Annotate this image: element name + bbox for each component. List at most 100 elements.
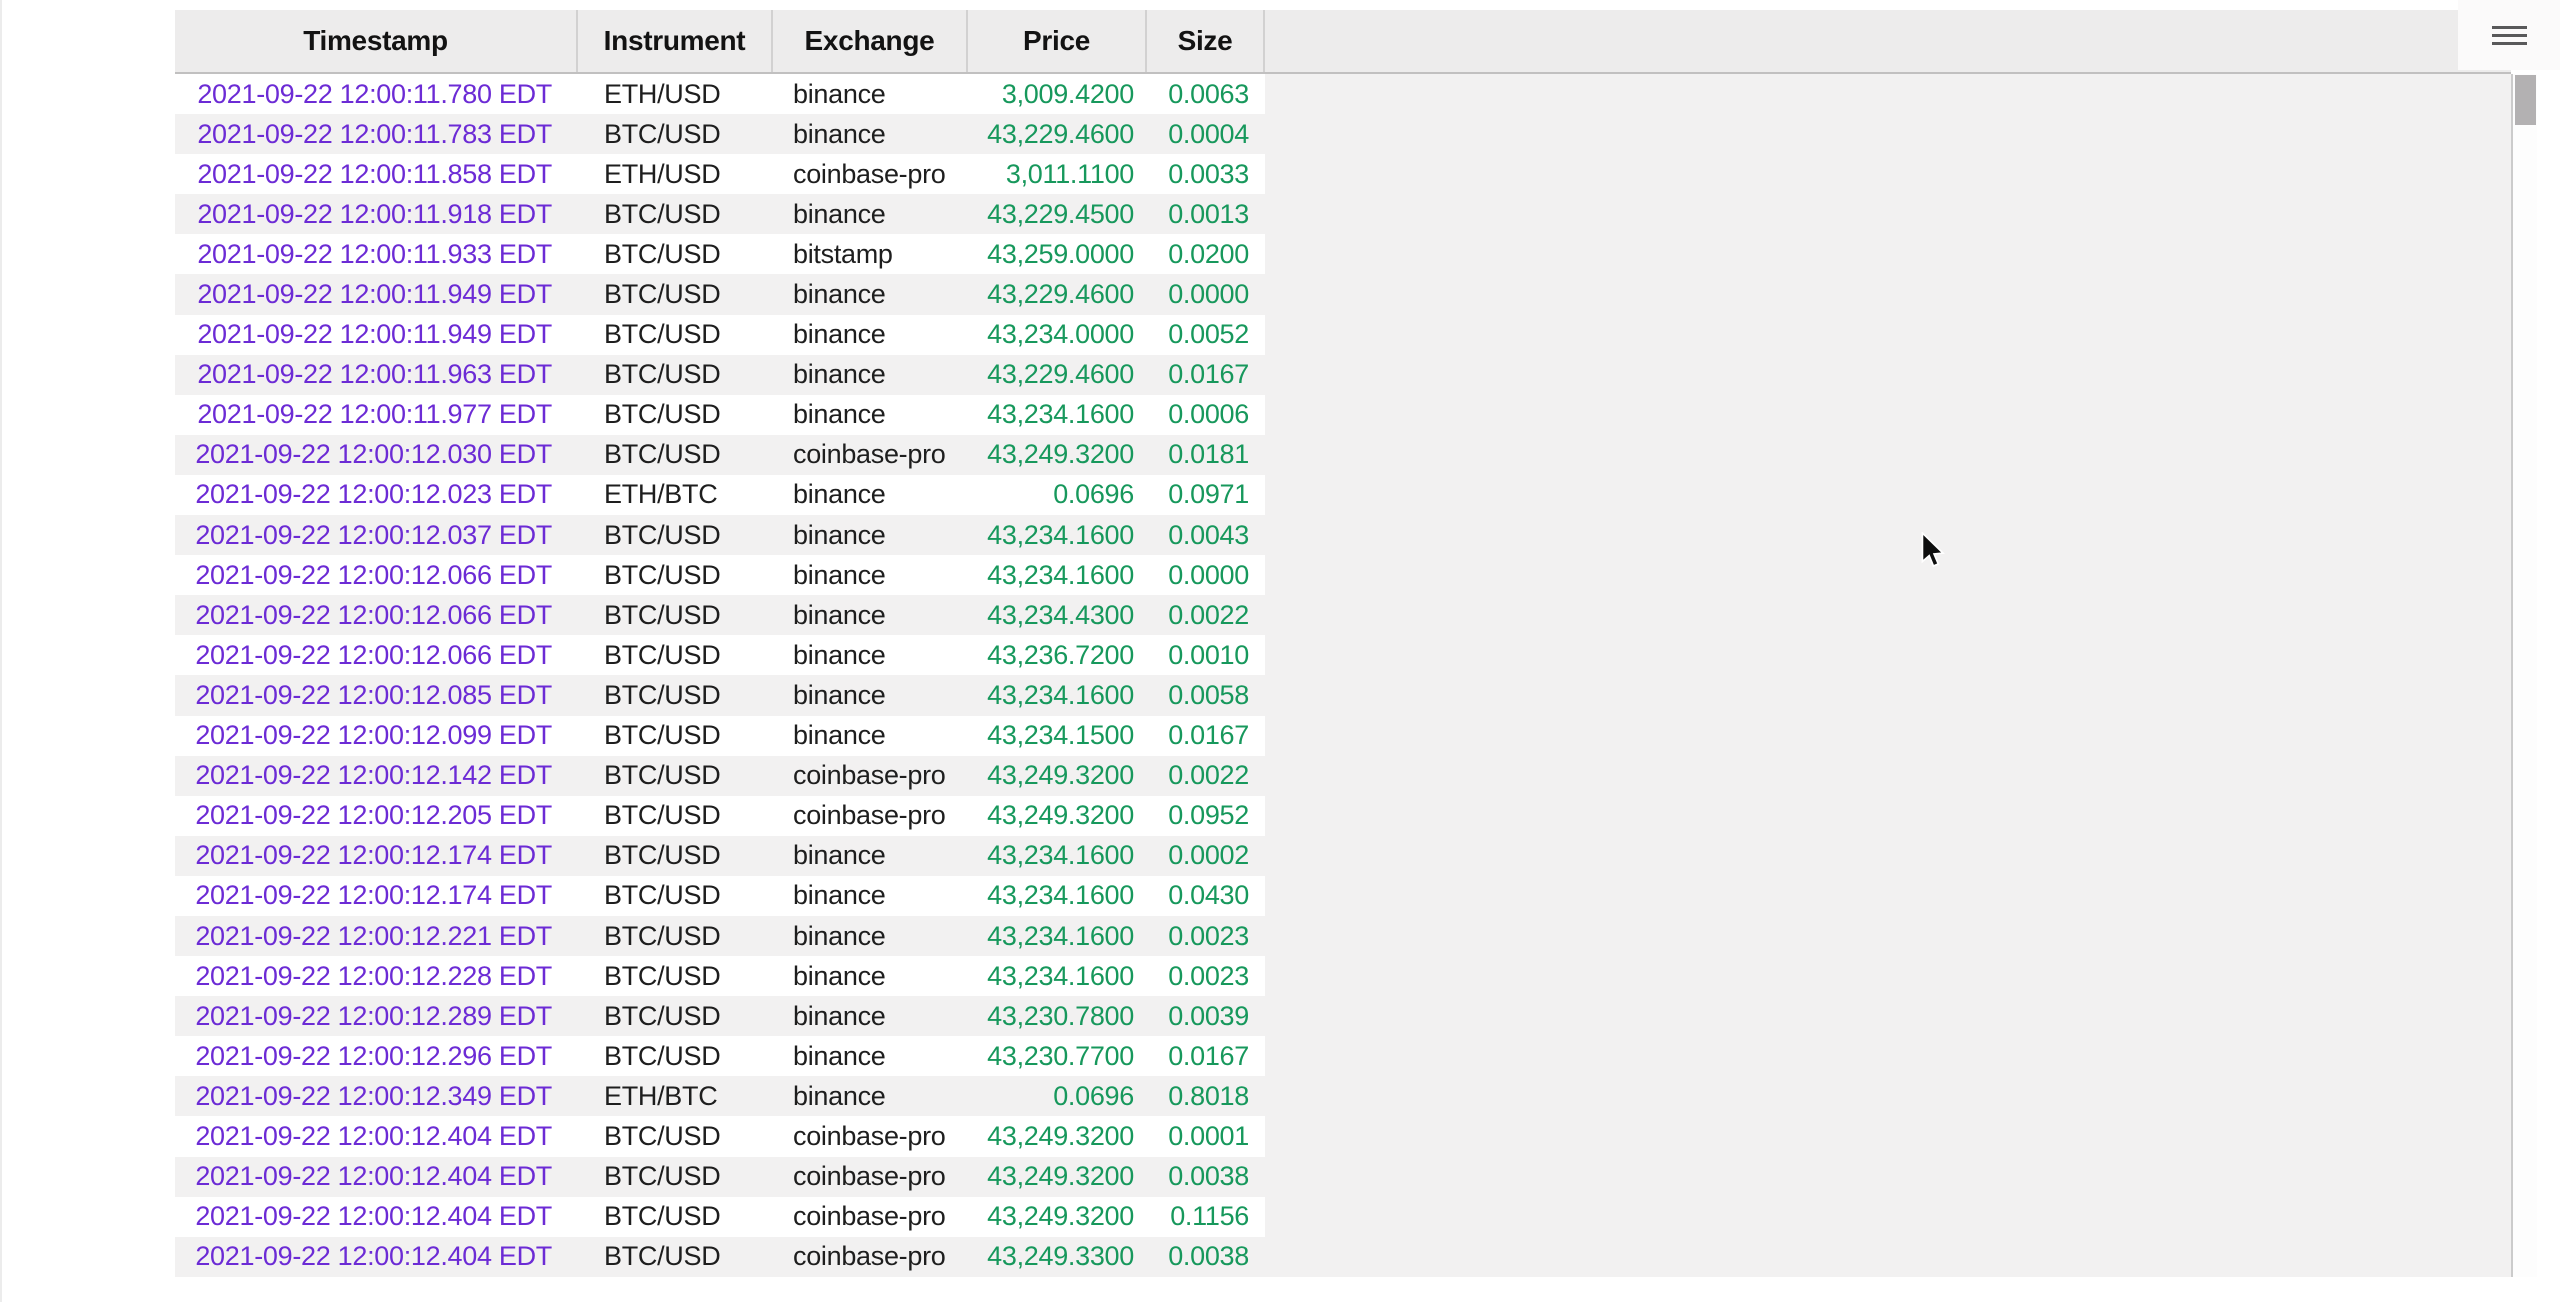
- cell-price: 43,249.3200: [987, 1201, 1134, 1232]
- cell-exchange: binance: [793, 840, 886, 871]
- cell-size: 0.0004: [1168, 118, 1249, 149]
- cell-instrument: BTC/USD: [604, 800, 721, 831]
- cell-price: 0.0696: [1053, 1080, 1134, 1111]
- cell-size: 0.0002: [1168, 840, 1249, 871]
- column-header-exchange[interactable]: Exchange: [773, 10, 968, 72]
- cell-instrument: BTC/USD: [604, 279, 721, 310]
- cell-timestamp: 2021-09-22 12:00:12.142 EDT: [195, 760, 552, 791]
- cell-price: 43,234.1600: [987, 920, 1134, 951]
- table-row: 2021-09-22 12:00:11.949 EDT BTC/USD binanc…: [175, 314, 1265, 355]
- cell-timestamp: 2021-09-22 12:00:11.783 EDT: [197, 118, 552, 149]
- cell-timestamp: 2021-09-22 12:00:11.977 EDT: [197, 399, 552, 430]
- cell-timestamp: 2021-09-22 12:00:12.349 EDT: [195, 1080, 552, 1111]
- cell-exchange: coinbase-pro: [793, 1241, 946, 1272]
- cell-instrument: BTC/USD: [604, 679, 721, 710]
- cell-timestamp: 2021-09-22 12:00:12.085 EDT: [195, 679, 552, 710]
- cell-price: 43,234.1600: [987, 840, 1134, 871]
- table-row: 2021-09-22 12:00:12.023 EDT ETH/BTC binanc…: [175, 474, 1265, 516]
- cell-price: 43,234.1600: [987, 880, 1134, 911]
- cell-price: 43,234.1600: [987, 519, 1134, 550]
- cell-price: 0.0696: [1053, 479, 1134, 510]
- table-row: 2021-09-22 12:00:11.949 EDT BTC/USD binanc…: [175, 274, 1265, 315]
- cell-instrument: BTC/USD: [604, 198, 721, 229]
- table-row: 2021-09-22 12:00:12.174 EDT BTC/USD binanc…: [175, 835, 1265, 876]
- cell-exchange: coinbase-pro: [793, 439, 946, 470]
- cell-instrument: BTC/USD: [604, 1000, 721, 1031]
- cell-timestamp: 2021-09-22 12:00:12.037 EDT: [195, 519, 552, 550]
- cell-exchange: coinbase-pro: [793, 1201, 946, 1232]
- table-row: 2021-09-22 12:00:11.783 EDT BTC/USD binanc…: [175, 114, 1265, 155]
- menu-button[interactable]: [2458, 0, 2560, 70]
- cell-timestamp: 2021-09-22 12:00:12.030 EDT: [195, 439, 552, 470]
- header-row: Timestamp Instrument Exchange Price Size: [175, 10, 2511, 74]
- cell-exchange: binance: [793, 359, 886, 390]
- cell-instrument: BTC/USD: [604, 840, 721, 871]
- cell-exchange: binance: [793, 479, 886, 510]
- cell-size: 0.0167: [1168, 359, 1249, 390]
- cell-instrument: BTC/USD: [604, 1120, 721, 1151]
- cell-instrument: ETH/BTC: [604, 1080, 718, 1111]
- table-row: 2021-09-22 12:00:12.296 EDT BTC/USD binanc…: [175, 1036, 1265, 1077]
- cell-timestamp: 2021-09-22 12:00:12.404 EDT: [195, 1120, 552, 1151]
- table-row: 2021-09-22 12:00:12.066 EDT BTC/USD binanc…: [175, 555, 1265, 596]
- cell-instrument: BTC/USD: [604, 960, 721, 991]
- vertical-scrollbar[interactable]: [2511, 74, 2537, 1277]
- cell-size: 0.0952: [1168, 800, 1249, 831]
- cell-size: 0.0052: [1168, 319, 1249, 350]
- cell-price: 43,229.4500: [987, 198, 1134, 229]
- cell-size: 0.0167: [1168, 720, 1249, 751]
- column-header-size[interactable]: Size: [1147, 10, 1265, 72]
- cell-timestamp: 2021-09-22 12:00:12.205 EDT: [195, 800, 552, 831]
- cell-timestamp: 2021-09-22 12:00:11.780 EDT: [197, 78, 552, 109]
- cell-price: 43,229.4600: [987, 118, 1134, 149]
- table-row: 2021-09-22 12:00:12.404 EDT BTC/USD coinba…: [175, 1236, 1265, 1277]
- cell-instrument: BTC/USD: [604, 1040, 721, 1071]
- cell-size: 0.0001: [1168, 1120, 1249, 1151]
- cell-timestamp: 2021-09-22 12:00:12.228 EDT: [195, 960, 552, 991]
- cell-timestamp: 2021-09-22 12:00:12.066 EDT: [195, 639, 552, 670]
- cell-size: 0.0006: [1168, 399, 1249, 430]
- cell-timestamp: 2021-09-22 12:00:12.066 EDT: [195, 599, 552, 630]
- column-header-timestamp[interactable]: Timestamp: [175, 10, 578, 72]
- cell-size: 0.8018: [1168, 1080, 1249, 1111]
- table-row: 2021-09-22 12:00:12.289 EDT BTC/USD binanc…: [175, 996, 1265, 1037]
- column-header-price[interactable]: Price: [968, 10, 1147, 72]
- column-header-instrument[interactable]: Instrument: [578, 10, 773, 72]
- cell-instrument: BTC/USD: [604, 880, 721, 911]
- cell-price: 43,234.1600: [987, 679, 1134, 710]
- cell-size: 0.0038: [1168, 1161, 1249, 1192]
- cell-size: 0.0000: [1168, 279, 1249, 310]
- cell-size: 0.0033: [1168, 158, 1249, 189]
- header-filler: [1265, 10, 2511, 72]
- cell-size: 0.1156: [1170, 1201, 1249, 1232]
- cell-exchange: binance: [793, 599, 886, 630]
- cell-size: 0.0010: [1168, 639, 1249, 670]
- cell-size: 0.0167: [1168, 1040, 1249, 1071]
- cell-exchange: binance: [793, 720, 886, 751]
- cell-size: 0.0058: [1168, 679, 1249, 710]
- cell-instrument: ETH/BTC: [604, 479, 718, 510]
- scrollbar-thumb[interactable]: [2515, 75, 2536, 125]
- table-row: 2021-09-22 12:00:11.918 EDT BTC/USD binanc…: [175, 194, 1265, 235]
- cell-size: 0.0013: [1168, 198, 1249, 229]
- cell-exchange: binance: [793, 78, 886, 109]
- cell-exchange: binance: [793, 679, 886, 710]
- cell-instrument: BTC/USD: [604, 760, 721, 791]
- table-row: 2021-09-22 12:00:12.404 EDT BTC/USD coinba…: [175, 1116, 1265, 1157]
- cell-size: 0.0023: [1168, 960, 1249, 991]
- cell-timestamp: 2021-09-22 12:00:12.404 EDT: [195, 1161, 552, 1192]
- cell-timestamp: 2021-09-22 12:00:11.933 EDT: [197, 238, 552, 269]
- cell-timestamp: 2021-09-22 12:00:12.174 EDT: [195, 880, 552, 911]
- table-row: 2021-09-22 12:00:12.221 EDT BTC/USD binanc…: [175, 915, 1265, 957]
- cell-price: 3,009.4200: [1001, 78, 1134, 109]
- cell-exchange: coinbase-pro: [793, 760, 946, 791]
- table-row: 2021-09-22 12:00:12.404 EDT BTC/USD coinba…: [175, 1196, 1265, 1237]
- cell-price: 43,249.3300: [987, 1241, 1134, 1272]
- cell-timestamp: 2021-09-22 12:00:12.099 EDT: [195, 720, 552, 751]
- cell-price: 43,230.7800: [987, 1000, 1134, 1031]
- cell-timestamp: 2021-09-22 12:00:12.404 EDT: [195, 1241, 552, 1272]
- cell-exchange: coinbase-pro: [793, 1161, 946, 1192]
- cell-timestamp: 2021-09-22 12:00:11.949 EDT: [197, 279, 552, 310]
- cell-timestamp: 2021-09-22 12:00:12.174 EDT: [195, 840, 552, 871]
